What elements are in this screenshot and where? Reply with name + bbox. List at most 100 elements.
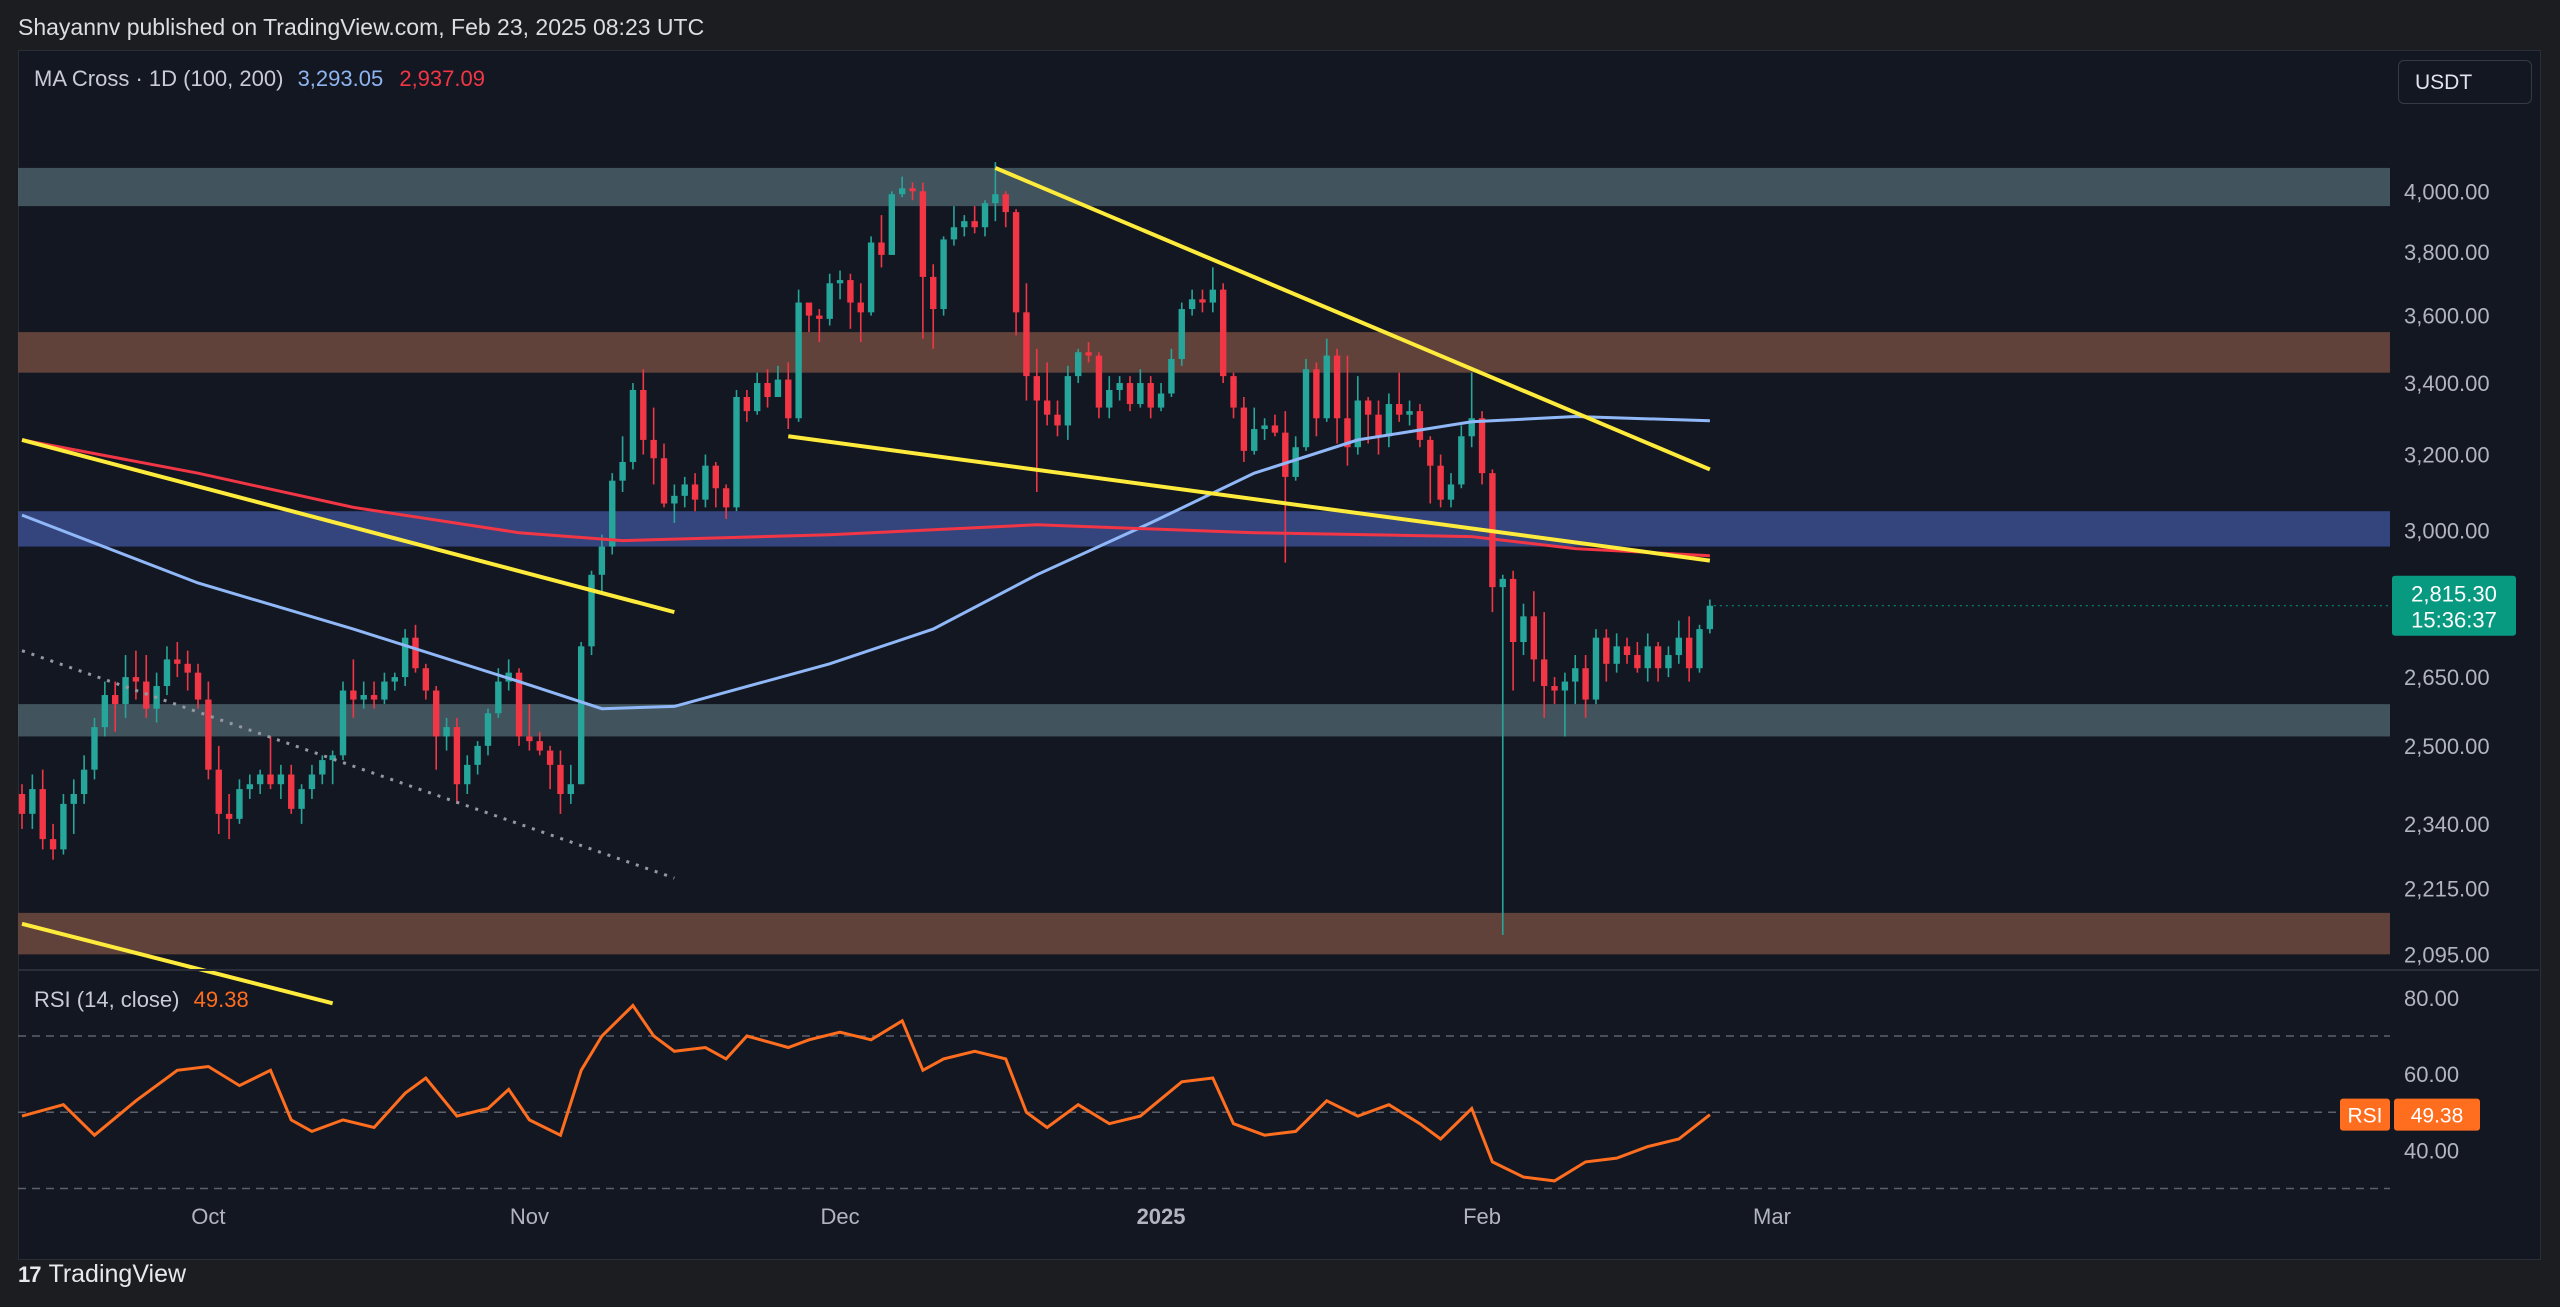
candle-body <box>1603 637 1610 664</box>
candle-body <box>412 637 419 669</box>
price-tick-label: 2,340.00 <box>2404 812 2490 837</box>
candle-body <box>1416 411 1424 440</box>
rsi-line <box>21 1003 1711 1183</box>
price-tick-label: 3,000.00 <box>2404 519 2490 544</box>
candle-body <box>1033 376 1040 401</box>
candle-body <box>60 803 67 850</box>
candle-body <box>246 784 254 790</box>
candle-body <box>1323 355 1330 419</box>
candle-body <box>298 789 305 809</box>
x-tick-label: Dec <box>820 1204 859 1229</box>
candle-body <box>1437 465 1444 500</box>
candle-body <box>1644 646 1651 669</box>
candle-body <box>1458 436 1465 485</box>
candle-body <box>194 672 202 700</box>
candle-body <box>1302 369 1310 448</box>
candle-body <box>1054 414 1061 426</box>
brand-name: TradingView <box>48 1260 187 1288</box>
rsi-tick-label: 80.00 <box>2404 986 2459 1011</box>
currency-button[interactable]: USDT <box>2398 60 2532 104</box>
candle-body <box>453 727 461 785</box>
rsi-name-badge <box>2340 1098 2390 1131</box>
candle-body <box>878 242 885 255</box>
candle-body <box>1126 383 1134 405</box>
rsi-badge-label: RSI <box>2347 1105 2382 1128</box>
candle-body <box>163 659 171 687</box>
candle-body <box>1147 383 1154 408</box>
candle-body <box>743 397 751 412</box>
candle-body <box>1075 352 1082 377</box>
candle-body <box>1634 655 1641 669</box>
candle-body <box>1520 616 1527 643</box>
trendline-0 <box>21 437 675 615</box>
candle-body <box>422 668 430 691</box>
candle-body <box>1623 646 1631 656</box>
candle-body <box>857 302 864 313</box>
trendline-2 <box>994 166 1711 472</box>
candle-body <box>671 495 678 504</box>
candle-body <box>101 695 109 728</box>
candle-body <box>1313 369 1320 419</box>
rsi-tick-label: 40.00 <box>2404 1138 2459 1163</box>
candle-body <box>18 794 26 814</box>
ma200-value: 2,937.09 <box>399 66 485 91</box>
candle-body <box>650 439 657 459</box>
candle-body <box>940 239 947 310</box>
candle-body <box>1188 299 1196 310</box>
candle-body <box>1685 637 1693 669</box>
candle-body <box>308 774 316 790</box>
candle-body <box>919 191 927 277</box>
candle-body <box>464 764 471 785</box>
publish-info: Shayannv published on TradingView.com, F… <box>18 14 705 40</box>
candle-body <box>1540 659 1548 687</box>
tradingview-logo-icon: 17 <box>18 1261 42 1287</box>
candle-body <box>609 480 616 547</box>
candle-body <box>277 774 285 785</box>
candle-body <box>1333 355 1341 419</box>
x-tick-label: 2025 <box>1137 1204 1186 1229</box>
candle-body <box>256 774 264 785</box>
last-price-badge <box>2392 575 2516 636</box>
candle-body <box>360 695 367 700</box>
candle-body <box>174 659 181 664</box>
candle-body <box>515 672 523 737</box>
zone-brown-1 <box>18 332 2390 373</box>
candle-body <box>1468 418 1475 437</box>
candle-body <box>722 488 730 508</box>
candle-body <box>805 302 813 316</box>
zone-grey-0 <box>18 167 2390 207</box>
candle-body <box>888 194 896 255</box>
ma100-line <box>21 414 1710 711</box>
price-tick-label: 3,400.00 <box>2404 371 2490 396</box>
candle-body <box>536 741 543 751</box>
rsi-name: RSI (14, close) <box>34 987 180 1012</box>
candle-body <box>319 760 326 775</box>
indicator-legend[interactable]: MA Cross · 1D (100, 200) 3,293.05 2,937.… <box>34 66 485 92</box>
candle-body <box>526 736 533 742</box>
candle-body <box>484 713 492 746</box>
price-tick-label: 2,215.00 <box>2404 877 2490 902</box>
rsi-legend[interactable]: RSI (14, close) 49.38 <box>34 987 249 1013</box>
candle-body <box>1157 393 1165 408</box>
candle-body <box>401 637 409 678</box>
candle-body <box>1282 432 1289 477</box>
price-tick-label: 2,650.00 <box>2404 665 2490 690</box>
candle-body <box>950 227 958 240</box>
candle-body <box>691 484 699 500</box>
indicator-name: MA Cross · 1D (100, 200) <box>34 66 284 91</box>
price-tick-label: 2,095.00 <box>2404 942 2490 967</box>
candle-body <box>909 188 916 192</box>
candle-body <box>39 789 46 840</box>
ma200-line <box>21 438 1710 558</box>
candle-body <box>826 283 833 319</box>
price-tick-label: 3,600.00 <box>2404 304 2490 329</box>
candle-body <box>764 383 771 398</box>
candle-body <box>339 690 347 756</box>
tradingview-brand[interactable]: 17 TradingView <box>18 1260 186 1289</box>
candle-body <box>774 379 782 398</box>
candle-body <box>111 695 119 705</box>
candle-body <box>1427 439 1434 466</box>
candle-body <box>836 280 844 284</box>
candle-body <box>443 727 450 737</box>
